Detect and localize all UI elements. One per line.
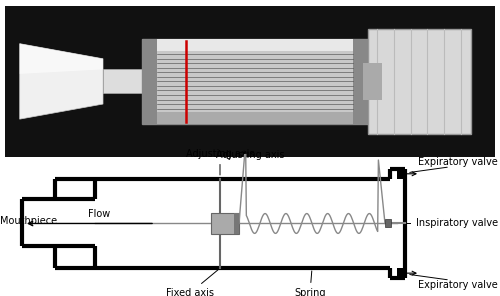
Text: Expiratory valve: Expiratory valve — [418, 280, 498, 290]
Bar — [142, 112, 368, 124]
Text: Mouthpiece: Mouthpiece — [0, 216, 57, 226]
Bar — [385, 220, 391, 227]
Bar — [353, 39, 368, 124]
Bar — [368, 29, 470, 134]
Polygon shape — [20, 44, 103, 74]
Bar — [142, 39, 368, 124]
Bar — [103, 69, 142, 94]
Polygon shape — [20, 44, 103, 119]
Text: Inspiratory valve: Inspiratory valve — [416, 218, 498, 229]
Bar — [142, 39, 157, 124]
Bar — [397, 169, 405, 179]
Text: Spring: Spring — [294, 271, 326, 296]
Text: Adjusting axis: Adjusting axis — [186, 149, 254, 175]
Text: Fixed axis: Fixed axis — [166, 270, 218, 296]
Bar — [362, 63, 382, 99]
Bar — [211, 213, 239, 234]
Text: Expiratory valve: Expiratory valve — [418, 157, 498, 167]
Text: Adjusting axis: Adjusting axis — [216, 150, 284, 160]
Text: Flow: Flow — [88, 208, 110, 218]
Bar — [234, 213, 239, 234]
Bar — [397, 268, 405, 278]
Bar — [142, 39, 368, 51]
